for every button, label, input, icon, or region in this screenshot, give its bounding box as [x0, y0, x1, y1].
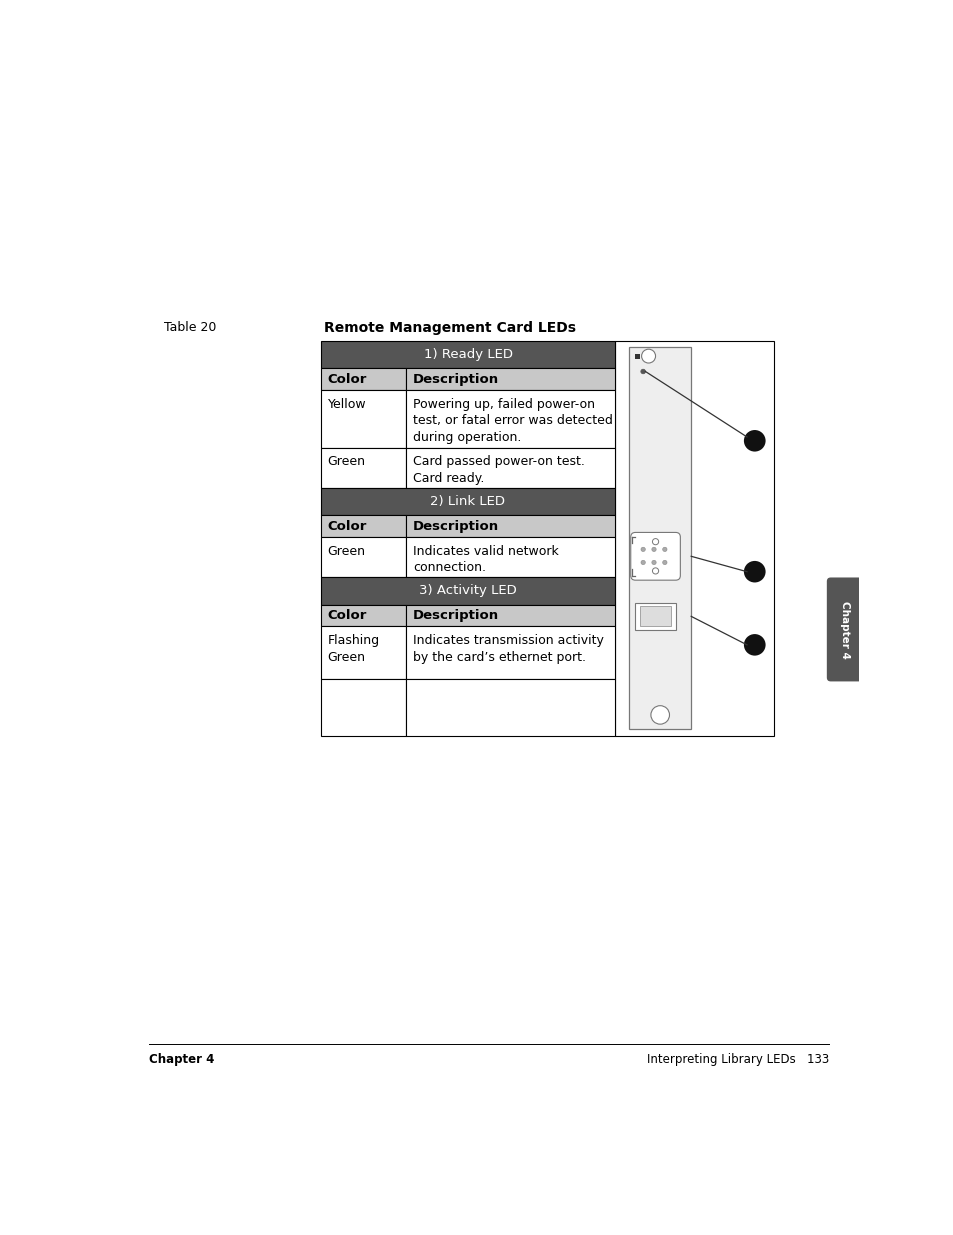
Bar [320, 626, 406, 679]
Text: Chapter 4: Chapter 4 [149, 1053, 213, 1066]
Bar [320, 488, 615, 515]
Text: Description: Description [413, 373, 498, 385]
Text: Description: Description [413, 609, 498, 622]
Text: 3) Activity LED: 3) Activity LED [418, 584, 517, 598]
Text: Flashing
Green: Flashing Green [328, 634, 379, 663]
Circle shape [662, 547, 666, 552]
Bar [320, 341, 615, 368]
Bar [320, 605, 406, 626]
Bar [406, 626, 615, 679]
Text: Remote Management Card LEDs: Remote Management Card LEDs [323, 321, 576, 336]
Bar [406, 679, 615, 736]
Bar [320, 390, 406, 448]
Bar [320, 448, 406, 488]
Text: Color: Color [328, 373, 367, 385]
Circle shape [652, 568, 658, 574]
Text: Yellow: Yellow [328, 398, 366, 411]
Circle shape [640, 369, 645, 374]
FancyBboxPatch shape [630, 532, 679, 580]
Bar [635, 603, 675, 630]
Text: 1) Ready LED: 1) Ready LED [423, 348, 512, 361]
Circle shape [651, 561, 656, 564]
Bar [634, 353, 639, 359]
Bar [406, 368, 615, 390]
Text: Interpreting Library LEDs   133: Interpreting Library LEDs 133 [646, 1053, 828, 1066]
Bar [406, 537, 615, 577]
Text: Table 20: Table 20 [164, 321, 216, 335]
Bar [320, 679, 406, 736]
Circle shape [641, 350, 655, 363]
Circle shape [640, 547, 644, 552]
FancyBboxPatch shape [826, 578, 862, 682]
Bar [615, 341, 773, 736]
Text: Chapter 4: Chapter 4 [839, 600, 849, 658]
Circle shape [651, 547, 656, 552]
Text: Indicates valid network
connection.: Indicates valid network connection. [413, 545, 558, 574]
Bar [629, 347, 691, 729]
Circle shape [662, 561, 666, 564]
Bar [639, 606, 670, 626]
Text: Indicates transmission activity
by the card’s ethernet port.: Indicates transmission activity by the c… [413, 634, 603, 663]
Bar [320, 515, 406, 537]
Text: Powering up, failed power-on
test, or fatal error was detected
during operation.: Powering up, failed power-on test, or fa… [413, 398, 612, 443]
Circle shape [652, 538, 658, 545]
Circle shape [743, 430, 765, 452]
Text: 2) Link LED: 2) Link LED [430, 495, 505, 508]
Text: Green: Green [328, 545, 365, 558]
Bar [320, 537, 406, 577]
Text: Green: Green [328, 456, 365, 468]
Circle shape [650, 705, 669, 724]
Bar [406, 390, 615, 448]
Bar [406, 515, 615, 537]
Bar [320, 577, 615, 605]
Bar [406, 605, 615, 626]
Bar [320, 368, 406, 390]
Text: Card passed power-on test.
Card ready.: Card passed power-on test. Card ready. [413, 456, 584, 485]
Circle shape [743, 634, 765, 656]
Circle shape [640, 561, 644, 564]
Circle shape [743, 561, 765, 583]
Text: Color: Color [328, 609, 367, 622]
Text: Description: Description [413, 520, 498, 532]
Bar [406, 448, 615, 488]
Text: Color: Color [328, 520, 367, 532]
